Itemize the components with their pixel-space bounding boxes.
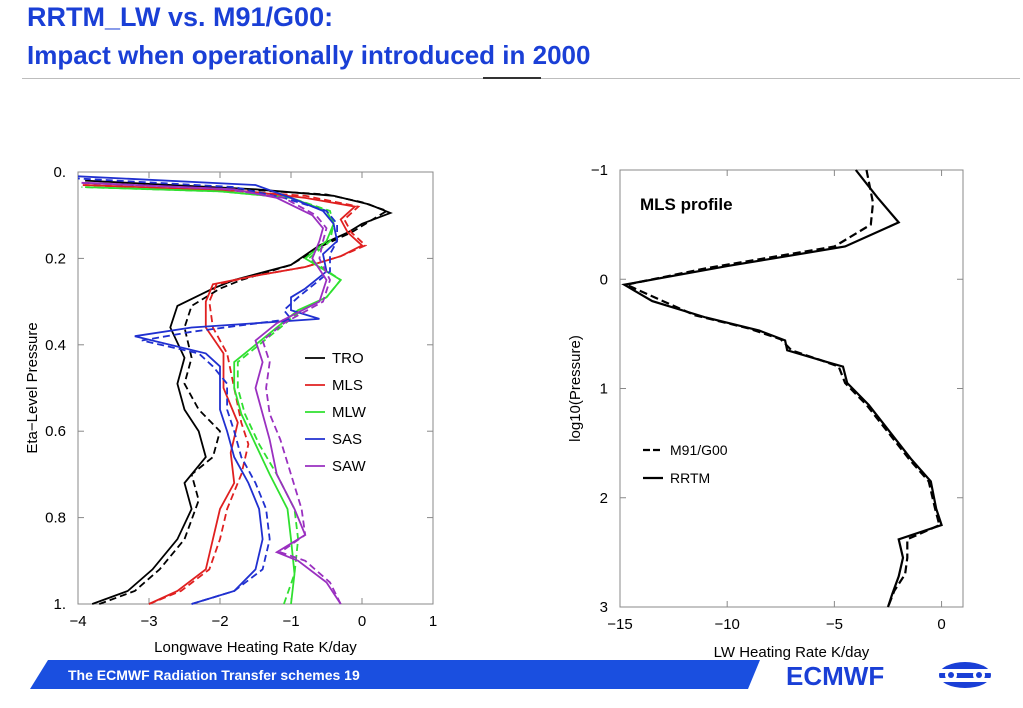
legend-label: SAW [332,458,366,475]
x-tick-label: −5 [826,616,843,633]
ecmwf-brand: ECMWF [786,661,885,691]
y-tick-label: 0.8 [45,510,66,527]
series-line-sas-solid [77,175,339,605]
y-tick-label: 0.4 [45,337,66,354]
y-axis-label: log10(Pressure) [567,335,584,442]
series-line-sas-dashed [77,177,338,605]
x-tick-label: −1 [282,613,299,630]
legend-label: SAS [332,431,362,448]
slide-subtitle: Impact when operationally introduced in … [27,40,591,70]
y-axis-label: Eta−Level Pressure [24,322,41,453]
legend-label: RRTM [670,470,710,486]
x-tick-label: 0 [937,616,945,633]
y-tick-label: 3 [600,599,608,616]
y-tick-label: 2 [600,490,608,507]
header-divider-mark [483,77,541,79]
footer-text: The ECMWF Radiation Transfer schemes 19 [68,667,360,683]
legend-label: MLS [332,377,363,394]
x-tick-label: 1 [429,613,437,630]
series-line-m91-g00 [622,169,941,608]
y-tick-label: 1 [600,381,608,398]
legend-label: M91/G00 [670,442,728,458]
y-tick-label: 0.2 [45,250,66,267]
y-tick-label: −1 [591,162,608,179]
series-line-saw-solid [85,181,342,605]
x-tick-label: −2 [211,613,228,630]
series-line-rrtm [621,169,943,608]
plot-frame [77,171,434,605]
slide-title: RRTM_LW vs. M91/G00: [27,2,334,32]
legend-label: MLW [332,404,367,421]
legend-label: TRO [332,350,364,367]
x-tick-label: −4 [69,613,86,630]
series-line-tro-dashed [81,181,389,605]
series-line-mls-dashed [81,184,368,605]
y-tick-label: 1. [53,596,66,613]
y-tick-label: 0.6 [45,423,66,440]
y-tick-label: 0 [600,271,608,288]
footer-band-shape [30,660,760,689]
x-axis-label: LW Heating Rate K/day [714,644,870,661]
series-line-mlw-solid [85,186,343,605]
x-tick-label: −10 [714,616,739,633]
chart-annotation: MLS profile [640,195,733,214]
x-tick-label: −3 [140,613,157,630]
series-line-tro-solid [85,179,393,605]
x-tick-label: 0 [358,613,366,630]
series-line-mls-solid [85,184,364,605]
x-tick-label: −15 [607,616,632,633]
series-line-saw-dashed [81,181,342,605]
y-tick-label: 0. [53,164,66,181]
x-axis-label: Longwave Heating Rate K/day [154,639,357,656]
ecmwf-logo-icon [936,662,994,688]
